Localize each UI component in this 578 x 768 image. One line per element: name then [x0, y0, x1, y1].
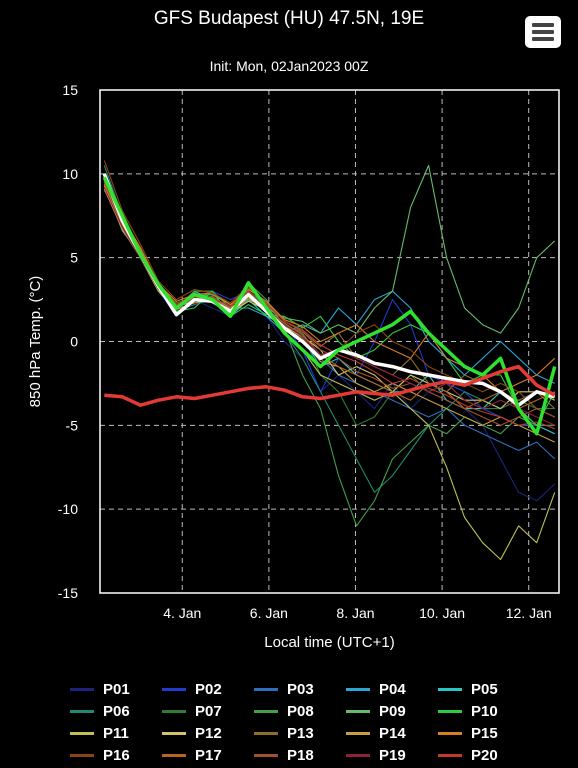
series-line-p14 [103, 188, 555, 443]
legend-label: P13 [287, 724, 314, 742]
legend-swatch [162, 731, 186, 735]
climate-line [104, 364, 556, 407]
legend-label: P08 [287, 702, 314, 720]
legend-item-p05: P05 [438, 678, 498, 700]
legend-label: P14 [379, 724, 406, 742]
legend-label: P19 [379, 746, 406, 764]
y-tick-label: 10 [62, 166, 78, 182]
legend-label: P03 [287, 680, 314, 698]
y-tick-label: -15 [58, 585, 78, 601]
legend-swatch [346, 753, 370, 757]
legend-item-p09: P09 [346, 700, 406, 722]
legend-label: P12 [195, 724, 222, 742]
legend-swatch [70, 753, 94, 757]
legend-label: P04 [379, 680, 406, 698]
legend-label: P15 [471, 724, 498, 742]
legend-swatch [438, 687, 462, 691]
legend-swatch [346, 731, 370, 735]
x-tick-label: 4. Jan [163, 605, 201, 621]
x-tick-label: 10. Jan [419, 605, 465, 621]
legend-swatch [162, 753, 186, 757]
legend-label: P05 [471, 680, 498, 698]
legend-label: P09 [379, 702, 406, 720]
legend-label: P11 [103, 724, 129, 742]
legend-item-p14: P14 [346, 722, 406, 744]
legend-item-p20: P20 [438, 744, 498, 766]
y-tick-label: 0 [70, 334, 78, 350]
legend-item-p01: P01 [70, 678, 130, 700]
legend-swatch [438, 753, 462, 757]
mean-line [102, 173, 556, 407]
hamburger-menu-icon[interactable] [525, 16, 561, 48]
legend-item-p16: P16 [70, 744, 130, 766]
legend-item-p11: P11 [70, 722, 129, 744]
y-tick-label: 15 [62, 82, 78, 98]
legend-item-p15: P15 [438, 722, 498, 744]
legend-item-p18: P18 [254, 744, 314, 766]
legend-item-p07: P07 [162, 700, 222, 722]
chart-title: GFS Budapest (HU) 47.5N, 19E [153, 8, 425, 29]
x-tick-label: 8. Jan [336, 605, 374, 621]
y-tick-label: -5 [66, 417, 79, 433]
legend-swatch [70, 731, 94, 735]
x-axis-label: Local time (UTC+1) [264, 634, 394, 651]
x-tick-label: 12. Jan [506, 605, 552, 621]
legend-swatch [438, 731, 462, 735]
legend-item-p06: P06 [70, 700, 130, 722]
legend-label: P06 [103, 702, 130, 720]
legend-swatch [438, 709, 462, 713]
legend-swatch [254, 753, 278, 757]
legend-item-p19: P19 [346, 744, 406, 766]
legend-item-p12: P12 [162, 722, 222, 744]
legend-swatch [254, 687, 278, 691]
chart-subtitle: Init: Mon, 02Jan2023 00Z [209, 58, 369, 74]
series-line-p20 [103, 178, 555, 430]
y-tick-label: -10 [58, 501, 78, 517]
legend-label: P16 [103, 746, 130, 764]
legend-swatch [70, 687, 94, 691]
legend-label: P18 [287, 746, 314, 764]
control-line [102, 176, 557, 436]
legend-swatch [346, 709, 370, 713]
legend-item-p17: P17 [162, 744, 222, 766]
legend-label: P07 [195, 702, 222, 720]
y-tick-label: 5 [70, 250, 78, 266]
legend-swatch [346, 687, 370, 691]
legend-item-p10: P10 [438, 700, 498, 722]
legend-swatch [70, 709, 94, 713]
legend-swatch [162, 709, 186, 713]
legend-item-p03: P03 [254, 678, 314, 700]
legend-swatch [254, 731, 278, 735]
legend-label: P10 [471, 702, 498, 720]
legend-label: P20 [471, 746, 498, 764]
legend-label: P01 [103, 680, 130, 698]
legend-swatch [162, 687, 186, 691]
legend-label: P17 [195, 746, 222, 764]
plot-frame [99, 89, 560, 594]
x-tick-label: 6. Jan [250, 605, 288, 621]
legend-item-p08: P08 [254, 700, 314, 722]
legend-item-p13: P13 [254, 722, 314, 744]
legend-label: P02 [195, 680, 222, 698]
y-axis-label: 850 hPa Temp. (°C) [27, 276, 44, 408]
legend-item-p04: P04 [346, 678, 406, 700]
legend-swatch [254, 709, 278, 713]
legend-item-p02: P02 [162, 678, 222, 700]
